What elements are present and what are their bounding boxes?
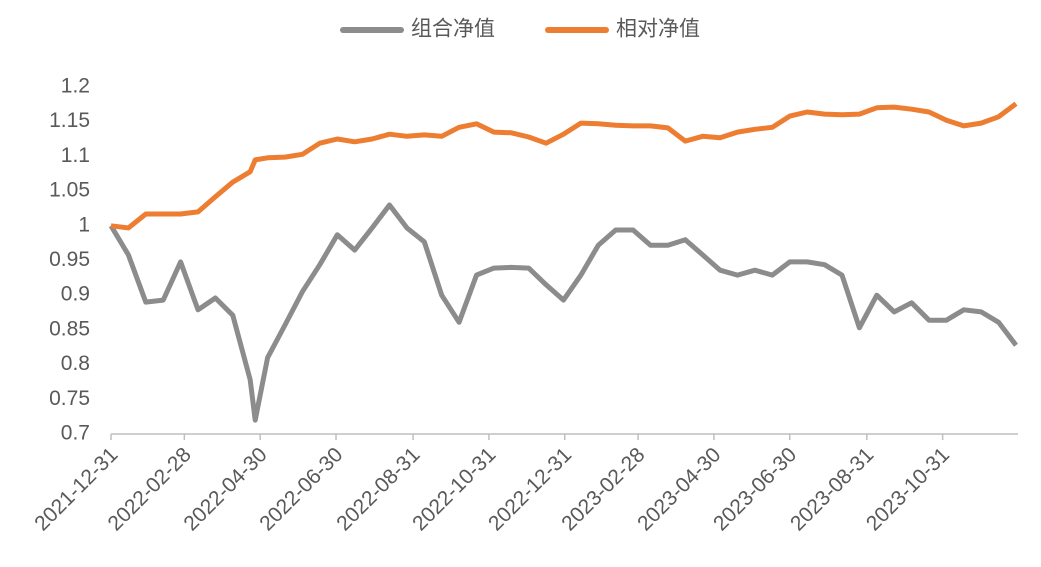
y-tick-label: 0.7: [61, 422, 90, 445]
y-tick-label: 1.05: [49, 179, 90, 202]
legend-label: 组合净值: [411, 18, 495, 41]
y-tick-label: 0.8: [61, 352, 90, 375]
series-line: [110, 101, 1018, 231]
y-tick-label: 0.85: [49, 317, 90, 340]
y-tick-label: 0.9: [61, 283, 90, 306]
y-tick-label: 1.15: [49, 109, 90, 132]
y-tick-label: 1.2: [61, 75, 90, 98]
y-tick-label: 0.75: [49, 387, 90, 410]
series-line: [108, 202, 1018, 423]
y-tick-label: 1.1: [61, 144, 90, 167]
y-tick-label: 1: [78, 213, 90, 236]
legend-label: 相对净值: [616, 18, 700, 41]
y-tick-label: 0.95: [49, 248, 90, 271]
